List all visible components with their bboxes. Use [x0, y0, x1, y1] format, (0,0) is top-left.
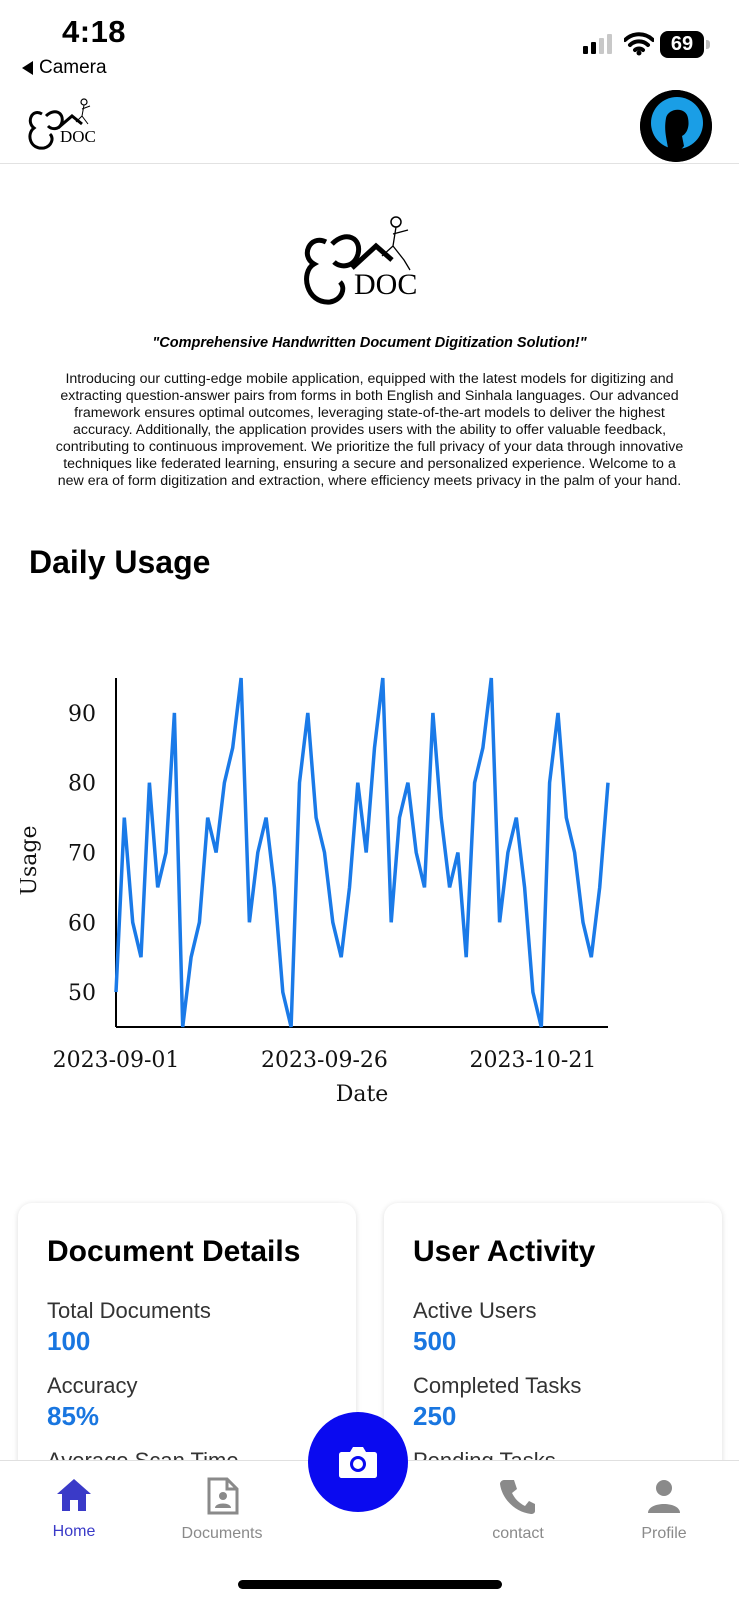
battery-icon: 69 [660, 31, 710, 58]
completed-tasks-value: 250 [413, 1401, 457, 1431]
user-activity-title: User Activity [413, 1235, 596, 1268]
nav-documents-label: Documents [181, 1525, 263, 1542]
chart-y-label: Usage [20, 825, 42, 895]
chart-y-tick-label: 90 [68, 702, 96, 727]
document-details-card: Document Details Total Documents 100 Acc… [18, 1203, 356, 1503]
nav-documents[interactable]: Documents [162, 1471, 282, 1551]
battery-level: 69 [660, 31, 704, 58]
camera-scan-button[interactable] [308, 1412, 408, 1512]
tagline: "Comprehensive Handwritten Document Digi… [152, 335, 587, 351]
hero-logo-text: DOC [354, 268, 417, 301]
intro-paragraph: Introducing our cutting-edge mobile appl… [55, 371, 684, 489]
accuracy-label: Accuracy [47, 1373, 138, 1398]
nav-contact-label: contact [492, 1525, 544, 1542]
active-users-label: Active Users [413, 1298, 537, 1323]
wifi-icon [624, 32, 654, 56]
total-documents-value: 100 [47, 1326, 91, 1356]
person-icon [648, 1480, 680, 1513]
chart-x-tick-label: 2023-10-21 [470, 1048, 597, 1073]
nav-home-label: Home [52, 1523, 96, 1540]
chart-x-tick-label: 2023-09-01 [53, 1048, 180, 1073]
app-header: DOC [0, 84, 739, 164]
usage-series-line [114, 677, 610, 1028]
nav-home[interactable]: Home [14, 1471, 134, 1551]
home-icon [57, 1479, 91, 1511]
back-to-camera-link[interactable]: Camera [22, 57, 107, 79]
status-bar: 4:18 Camera 69 [0, 0, 739, 84]
back-app-label: Camera [39, 57, 107, 78]
chart-y-tick-label: 70 [68, 842, 96, 867]
chart-y-tick-label: 80 [68, 772, 96, 797]
completed-tasks-label: Completed Tasks [413, 1373, 582, 1398]
nav-contact[interactable]: contact [458, 1471, 578, 1551]
camera-icon [339, 1447, 377, 1478]
header-logo-text: DOC [60, 127, 96, 146]
nav-profile-label: Profile [641, 1525, 687, 1542]
daily-usage-chart: 50 60 70 80 90 2023-09-01 2023-09-26 2023-10-21… [20, 677, 610, 1107]
total-documents-label: Total Documents [47, 1298, 211, 1323]
document-user-icon [207, 1477, 239, 1515]
hero-logo: DOC [304, 216, 417, 305]
app-logo[interactable]: DOC [24, 94, 108, 156]
status-time: 4:18 [62, 14, 127, 49]
accuracy-value: 85% [47, 1401, 100, 1431]
signal-icon [583, 34, 612, 54]
user-silhouette-icon [640, 90, 712, 162]
chart-y-tick-label: 60 [68, 911, 96, 936]
chart-x-tick-label: 2023-09-26 [261, 1048, 388, 1073]
avatar-button[interactable] [640, 90, 712, 162]
user-activity-card: User Activity Active Users 500 Completed… [384, 1203, 722, 1503]
daily-usage-title: Daily Usage [29, 544, 211, 580]
home-indicator [238, 1580, 502, 1589]
nav-profile[interactable]: Profile [604, 1471, 724, 1551]
back-arrow-icon [22, 61, 33, 75]
chart-x-label: Date [336, 1082, 389, 1107]
phone-icon [500, 1480, 535, 1514]
chart-y-tick-label: 50 [68, 981, 96, 1006]
active-users-value: 500 [413, 1326, 457, 1356]
document-details-title: Document Details [47, 1235, 301, 1268]
